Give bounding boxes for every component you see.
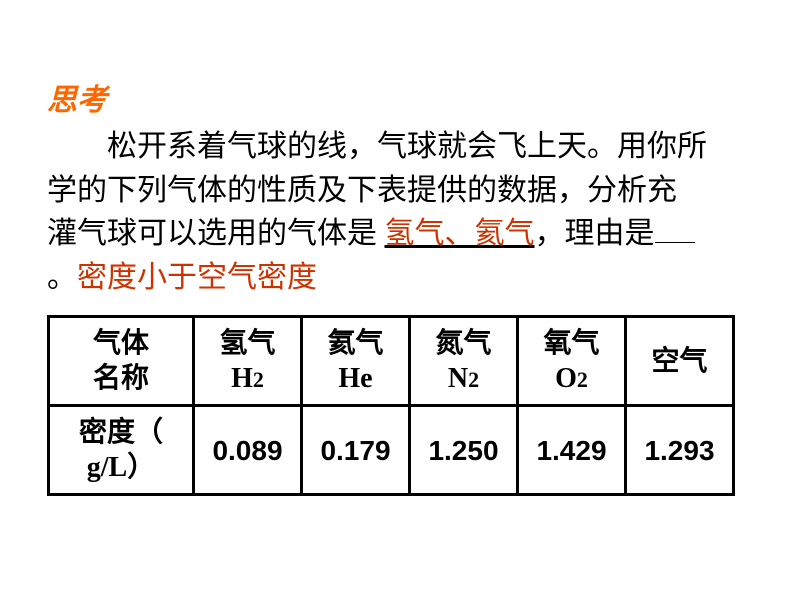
header-hydrogen: 氢气H2 bbox=[194, 317, 302, 406]
gas-density-table: 气体名称 氢气H2 氦气He 氮气N2 氧气O2 空气 密度（g/L） 0.08… bbox=[47, 315, 735, 496]
text-line4a: 。 bbox=[47, 261, 77, 294]
text-line3b: ，理由是 bbox=[535, 217, 655, 250]
table-data-row: 密度（g/L） 0.089 0.179 1.250 1.429 1.293 bbox=[49, 406, 734, 495]
header-oxygen: 氧气O2 bbox=[518, 317, 626, 406]
header-helium: 氦气He bbox=[302, 317, 410, 406]
answer-reason: 密度小于空气密度 bbox=[77, 261, 317, 294]
header-gas-name: 气体名称 bbox=[49, 317, 194, 406]
answer-gases: 氢气、氦气 bbox=[385, 217, 535, 250]
question-paragraph: 松开系着气球的线，气球就会飞上天。用你所 学的下列气体的性质及下表提供的数据，分… bbox=[47, 125, 757, 299]
table-header-row: 气体名称 氢气H2 氦气He 氮气N2 氧气O2 空气 bbox=[49, 317, 734, 406]
value-hydrogen: 0.089 bbox=[194, 406, 302, 495]
blank-underline bbox=[655, 242, 695, 243]
text-line2: 学的下列气体的性质及下表提供的数据，分析充 bbox=[47, 174, 677, 207]
section-title: 思考 bbox=[47, 75, 107, 119]
value-oxygen: 1.429 bbox=[518, 406, 626, 495]
text-line3a: 灌气球可以选用的气体是 bbox=[47, 217, 385, 250]
text-line1: 松开系着气球的线，气球就会飞上天。用你所 bbox=[107, 130, 707, 163]
row-header-density: 密度（g/L） bbox=[49, 406, 194, 495]
header-nitrogen: 氮气N2 bbox=[410, 317, 518, 406]
header-air: 空气 bbox=[626, 317, 734, 406]
value-helium: 0.179 bbox=[302, 406, 410, 495]
value-nitrogen: 1.250 bbox=[410, 406, 518, 495]
value-air: 1.293 bbox=[626, 406, 734, 495]
